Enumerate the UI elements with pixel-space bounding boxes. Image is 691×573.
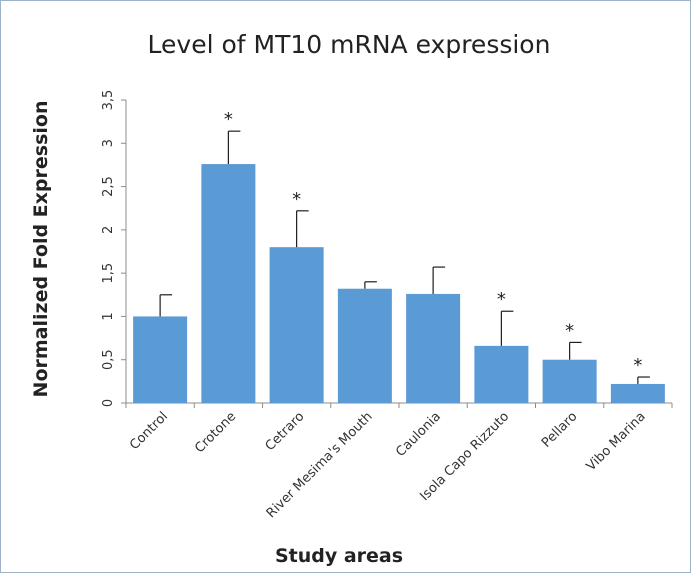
y-tick-label: 2 — [101, 226, 116, 234]
y-tick-label: 3 — [101, 139, 116, 147]
significance-marker: * — [497, 289, 506, 310]
y-tick-label: 1 — [101, 312, 116, 320]
significance-marker: * — [224, 109, 233, 130]
y-tick-label: 2,5 — [101, 176, 116, 197]
category-label: Crotone — [192, 409, 239, 456]
significance-marker: * — [292, 189, 301, 210]
category-label: Vibo Marina — [584, 409, 649, 474]
bar — [133, 316, 188, 403]
bar — [269, 247, 324, 403]
y-tick-label: 1,5 — [101, 263, 116, 284]
bar — [201, 164, 256, 403]
bar — [474, 345, 529, 403]
category-label: Control — [127, 409, 171, 453]
category-label: Cetraro — [263, 409, 308, 454]
category-label: Pellaro — [539, 409, 580, 450]
significance-marker: * — [565, 320, 574, 341]
x-axis-title: Study areas — [275, 545, 403, 567]
bar — [542, 359, 597, 403]
bar — [406, 293, 461, 403]
y-axis-title: Normalized Fold Expression — [30, 101, 52, 398]
significance-marker: * — [633, 355, 642, 376]
category-label: Caulonia — [393, 409, 444, 460]
bars: * * * * * — [133, 109, 665, 403]
y-tick-label: 0,5 — [101, 349, 116, 370]
bar — [610, 383, 665, 403]
chart-title: Level of MT10 mRNA expression — [148, 30, 551, 59]
y-tick-label: 0 — [101, 399, 116, 407]
bar — [337, 288, 392, 403]
y-tick-label: 3,5 — [101, 90, 116, 111]
